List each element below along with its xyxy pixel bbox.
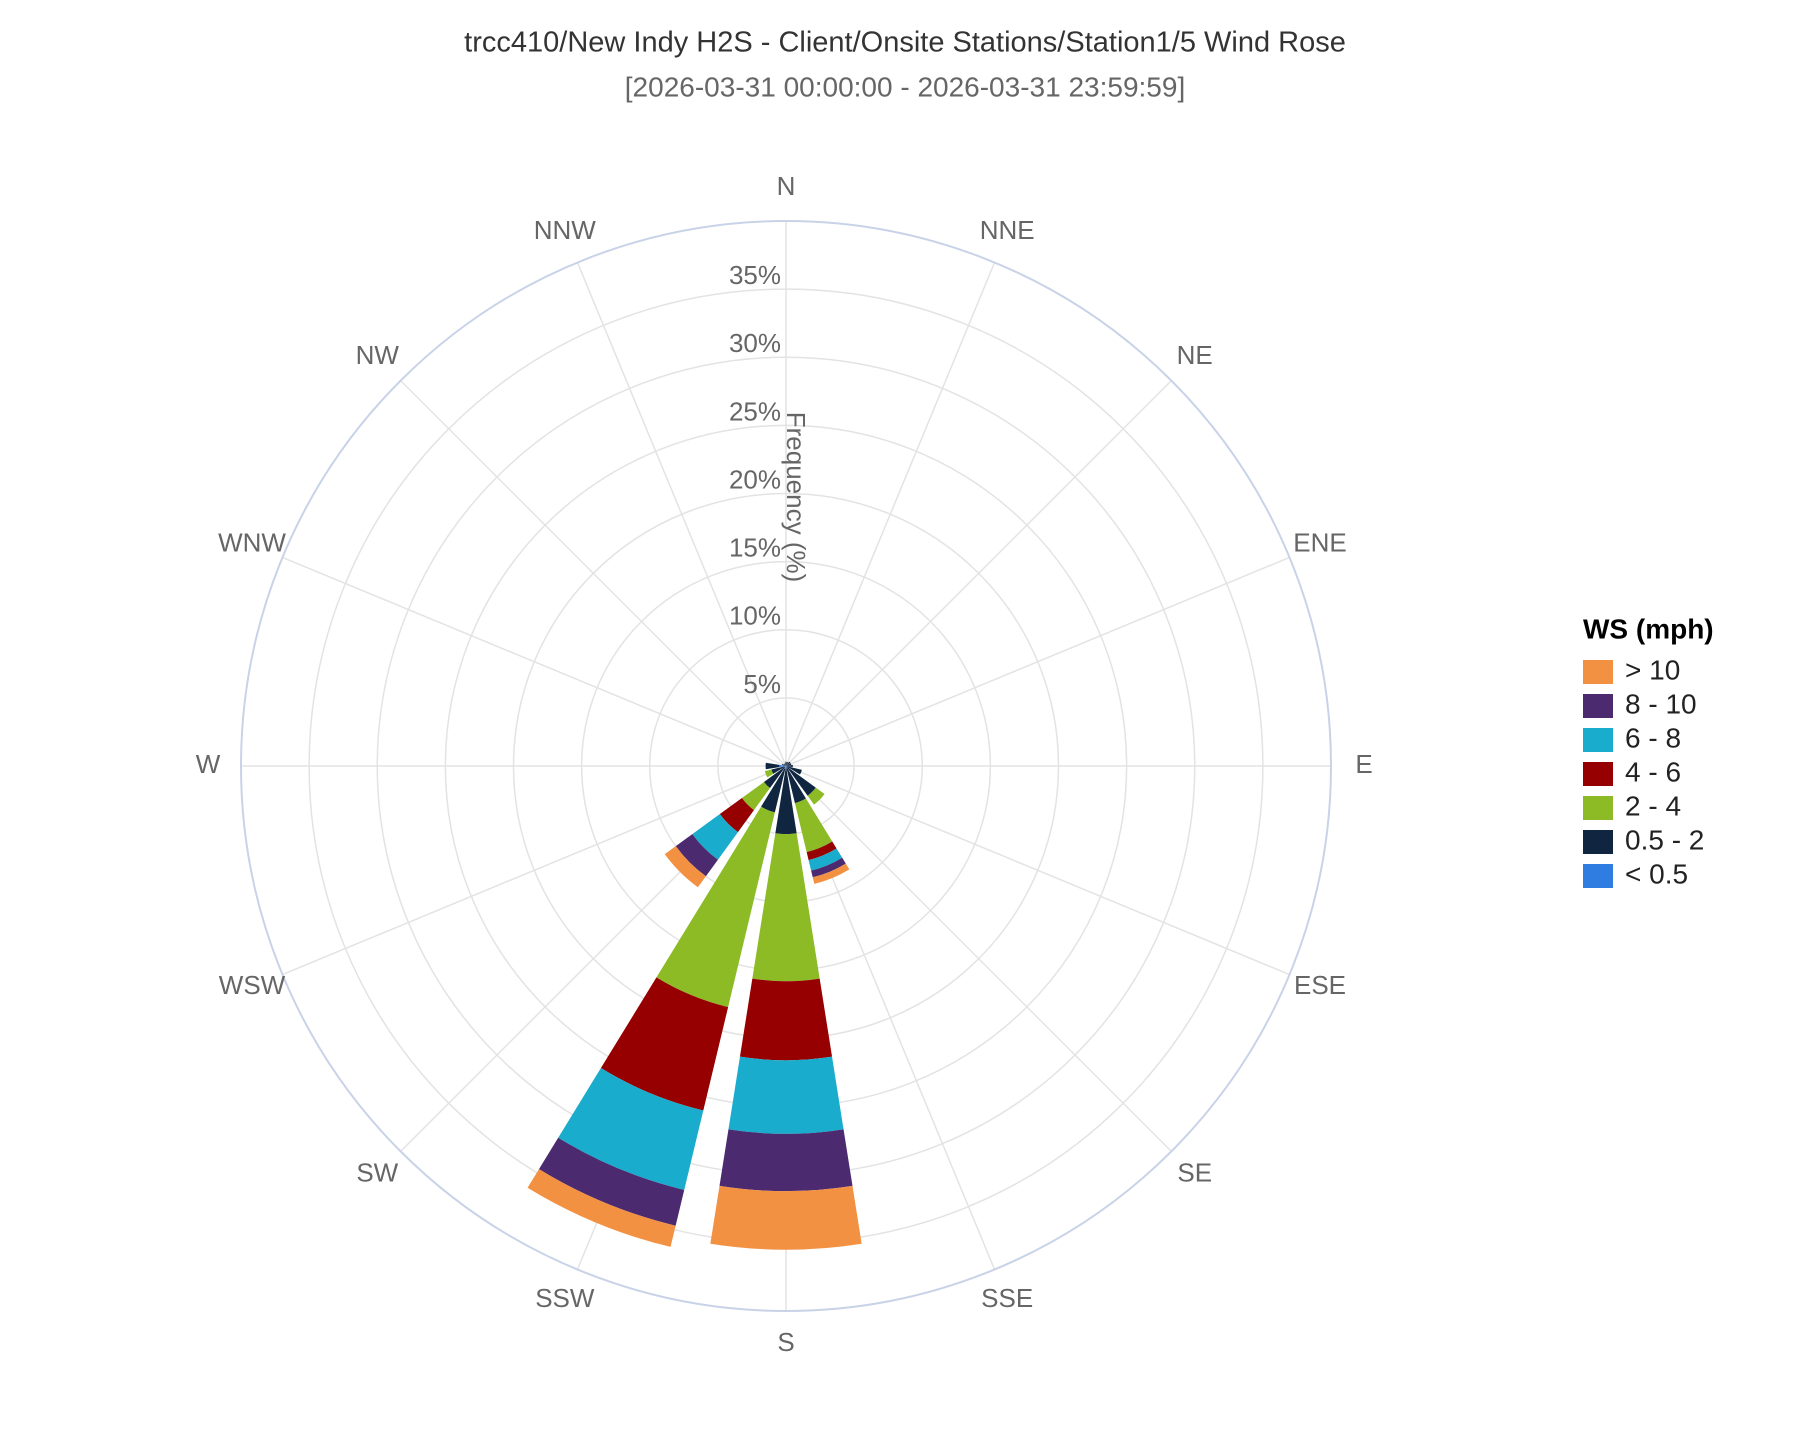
legend-swatch [1583, 762, 1613, 786]
spoke [282, 557, 786, 766]
legend-swatch [1583, 660, 1613, 684]
radial-tick-label: 30% [729, 328, 781, 358]
direction-label: NNW [534, 215, 597, 245]
direction-label: WNW [218, 528, 286, 558]
legend-swatch [1583, 796, 1613, 820]
direction-label: NW [356, 340, 400, 370]
direction-label: W [196, 749, 221, 779]
legend-swatch [1583, 694, 1613, 718]
legend-label: 6 - 8 [1625, 722, 1681, 753]
wind-bars [528, 762, 862, 1250]
direction-label: WSW [219, 970, 286, 1000]
direction-label: ESE [1294, 970, 1346, 1000]
radial-tick-label: 10% [729, 601, 781, 631]
spoke [786, 557, 1290, 766]
wind-segment [728, 1057, 843, 1134]
spoke [786, 262, 995, 766]
direction-label: N [777, 171, 796, 201]
radial-tick-label: 20% [729, 464, 781, 494]
legend-swatch [1583, 830, 1613, 854]
direction-label: NE [1177, 340, 1213, 370]
wind-segment [710, 1186, 861, 1250]
wind-segment [719, 1129, 852, 1191]
direction-label: SW [356, 1158, 398, 1188]
legend-label: 8 - 10 [1625, 688, 1697, 719]
spoke [786, 381, 1171, 766]
legend-label: < 0.5 [1625, 858, 1688, 889]
direction-label: ENE [1293, 528, 1346, 558]
legend-label: 0.5 - 2 [1625, 824, 1704, 855]
legend-swatch [1583, 728, 1613, 752]
legend: WS (mph) > 108 - 106 - 84 - 62 - 40.5 - … [1583, 613, 1714, 889]
radial-tick-label: 35% [729, 260, 781, 290]
radial-axis-title: Frequency (%) [781, 412, 811, 583]
spoke [786, 766, 1171, 1151]
spoke [786, 766, 1290, 975]
direction-label: SE [1177, 1158, 1212, 1188]
direction-label: SSE [981, 1283, 1033, 1313]
direction-label: NNE [980, 215, 1035, 245]
legend-title: WS (mph) [1583, 613, 1714, 644]
legend-label: 2 - 4 [1625, 790, 1681, 821]
direction-label: SSW [535, 1283, 595, 1313]
spoke [401, 381, 786, 766]
direction-label: S [777, 1327, 794, 1357]
legend-swatch [1583, 864, 1613, 888]
chart-title: trcc410/New Indy H2S - Client/Onsite Sta… [464, 27, 1346, 59]
radial-tick-label: 5% [743, 669, 781, 699]
legend-label: 4 - 6 [1625, 756, 1681, 787]
chart-subtitle: [2026-03-31 00:00:00 - 2026-03-31 23:59:… [625, 71, 1185, 102]
legend-label: > 10 [1625, 654, 1680, 685]
radial-tick-label: 25% [729, 396, 781, 426]
direction-label: E [1355, 749, 1372, 779]
radial-tick-label: 15% [729, 533, 781, 563]
wind-segment [740, 979, 832, 1061]
